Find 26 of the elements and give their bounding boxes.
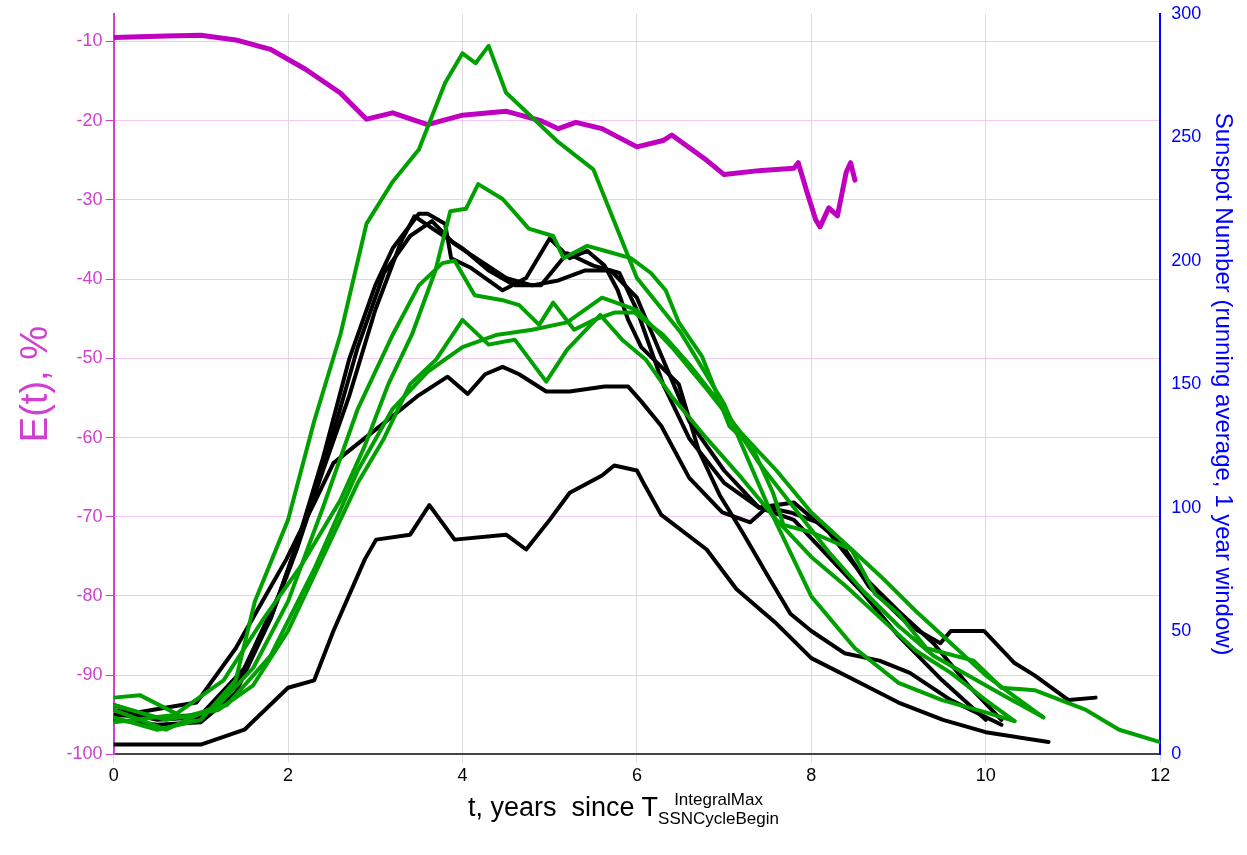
y-tick-label: -100 [66, 743, 103, 764]
y2-tick-label: 250 [1171, 126, 1202, 147]
y-tick-label: -70 [76, 505, 103, 526]
y2-tick-label: 150 [1171, 373, 1202, 394]
y-tick-label: -80 [76, 584, 103, 605]
y2-tick-label: 200 [1171, 249, 1202, 270]
y-tick-label: -90 [76, 664, 103, 685]
y-tick-label: -60 [76, 426, 103, 447]
y2-tick-label: 300 [1171, 2, 1202, 23]
y-axis-title: E(t), % [13, 326, 56, 443]
y-tick-label: -40 [76, 268, 103, 289]
y2-tick-label: 0 [1171, 743, 1182, 764]
y-tick-label: -10 [76, 30, 103, 51]
y2-axis-title: Sunspot Number (running average, 1 year window) [1210, 112, 1238, 656]
x-tick-label: 6 [631, 765, 642, 786]
x-tick-label: 2 [283, 765, 294, 786]
y-tick-label: -20 [76, 109, 103, 130]
y-tick-label: -30 [76, 188, 103, 209]
x-tick-label: 8 [806, 765, 817, 786]
x-tick-label: 4 [457, 765, 468, 786]
x-tick-label: 10 [975, 765, 996, 786]
y2-tick-label: 100 [1171, 496, 1202, 517]
x-tick-label: 0 [108, 765, 119, 786]
y2-tick-label: 50 [1171, 619, 1192, 640]
y-tick-label: -50 [76, 347, 103, 368]
x-tick-label: 12 [1150, 765, 1171, 786]
